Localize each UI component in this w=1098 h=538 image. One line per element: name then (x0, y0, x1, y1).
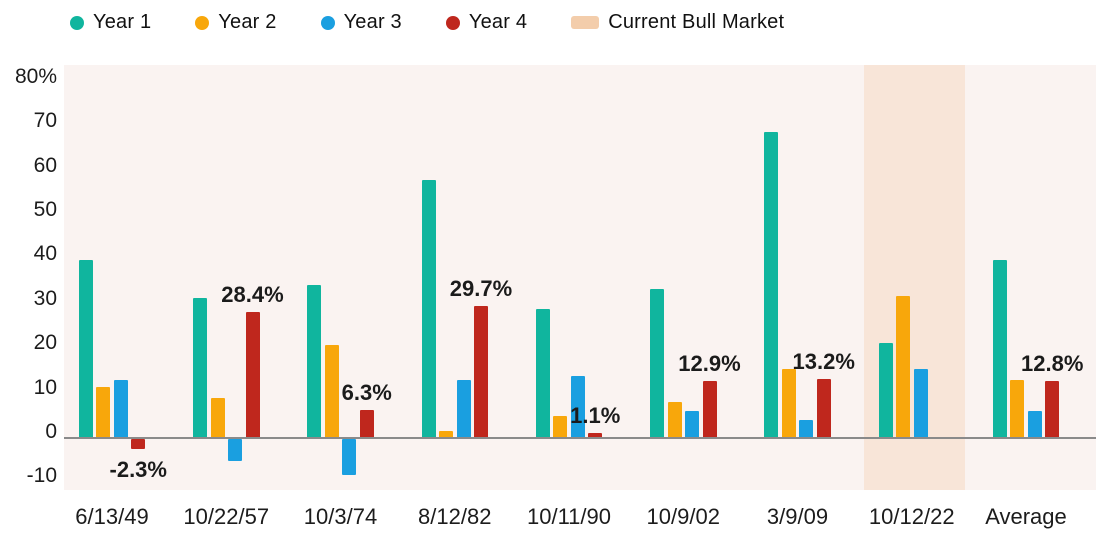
y-tick-0: 0 (45, 420, 57, 443)
zero-axis-line (64, 437, 1096, 439)
legend-band-swatch-icon (571, 16, 600, 29)
x-label-10-22-57: 10/22/57 (183, 504, 270, 529)
legend-label: Year 1 (93, 11, 152, 33)
bar-year-4-8-12-82 (474, 306, 488, 438)
value-label-10-9-02: 12.9% (678, 350, 741, 376)
value-label-8-12-82: 29.7% (449, 276, 513, 302)
legend-item-year-2: Year 2 (195, 11, 276, 34)
legend-label: Year 2 (218, 11, 277, 33)
bar-year-3-10-22-57 (228, 439, 242, 462)
x-label-10-9-02: 10/9/02 (646, 504, 720, 529)
bar-year-2-10-12-22 (896, 295, 910, 438)
bar-year-1-10-12-22 (878, 342, 893, 438)
value-label-6-13-49: -2.3% (109, 457, 167, 483)
bar-year-2-10-9-02 (667, 402, 682, 438)
legend-item-year-3: Year 3 (320, 11, 402, 34)
legend-dot-year-3-icon (320, 15, 335, 30)
y-tick-30: 30 (33, 286, 57, 310)
bar-year-1-8-12-82 (421, 180, 436, 438)
plot-area: -2.3% 28.4% 6.3% 29.7% 1.1% 12.9% 13.2% 12.8% (64, 65, 1096, 490)
bar-year-4-10-22-57 (245, 311, 260, 438)
bar-year-2-10-22-57 (210, 398, 225, 438)
x-label-3-9-09: 3/9/09 (766, 504, 829, 529)
bar-year-3-3-9-09 (799, 420, 814, 438)
y-tick-80: 80% (14, 64, 57, 88)
bar-year-1-10-9-02 (650, 289, 664, 438)
legend-item-year-4: Year 4 (445, 11, 528, 34)
bar-year-2-10-11-90 (553, 415, 568, 438)
bar-year-1-average (992, 260, 1007, 438)
bar-year-3-8-12-82 (456, 380, 471, 438)
x-label-10-12-22: 10/12/22 (868, 504, 955, 529)
x-label-6-13-49: 6/13/49 (75, 504, 149, 529)
bar-year-3-10-12-22 (913, 369, 928, 438)
value-label-3-9-09: 13.2% (792, 349, 855, 375)
y-tick-40: 40 (33, 242, 57, 266)
bar-year-3-10-11-90 (570, 375, 585, 438)
bar-year-4-average (1045, 381, 1060, 438)
y-tick-50: 50 (33, 198, 57, 221)
bar-year-1-6-13-49 (78, 260, 93, 438)
value-label-10-22-57: 28.4% (221, 281, 284, 307)
y-tick-10: 10 (33, 375, 57, 399)
legend-label: Current Bull Market (608, 11, 785, 33)
bar-year-1-3-9-09 (764, 131, 779, 438)
legend-label: Year 3 (343, 11, 402, 33)
bar-year-4-6-13-49 (131, 439, 146, 450)
y-tick-70: 70 (33, 109, 57, 133)
bar-year-2-10-3-74 (324, 344, 339, 438)
value-label-average: 12.8% (1021, 351, 1084, 377)
bar-year-3-6-13-49 (113, 380, 128, 438)
bar-year-1-10-3-74 (307, 284, 322, 438)
chart-legend: Year 1 Year 2 Year 3 Year 4 Current Bull Mar… (70, 11, 784, 34)
x-label-10-11-90: 10/11/90 (526, 504, 611, 529)
bar-year-4-3-9-09 (816, 379, 831, 438)
bar-year-2-average (1010, 380, 1025, 438)
legend-item-year-1: Year 1 (70, 11, 151, 34)
legend-dot-year-2-icon (195, 15, 210, 30)
legend-dot-year-4-icon (445, 15, 460, 30)
bar-year-3-average (1027, 411, 1042, 438)
legend-item-current-bull-market: Current Bull Market (571, 11, 784, 34)
bar-year-3-10-9-02 (685, 411, 699, 438)
y-tick-60: 60 (33, 153, 57, 177)
bar-year-1-10-22-57 (193, 298, 207, 438)
bar-year-4-10-11-90 (588, 433, 603, 438)
bar-year-4-10-9-02 (702, 380, 717, 438)
y-tick-20: 20 (33, 331, 57, 355)
bar-year-1-10-11-90 (535, 309, 550, 438)
bar-year-3-10-3-74 (342, 439, 357, 475)
bar-year-2-8-12-82 (439, 431, 453, 438)
bar-year-2-3-9-09 (781, 369, 796, 438)
legend-label: Year 4 (468, 11, 528, 33)
y-tick-10: -10 (26, 464, 57, 488)
x-label-10-3-74: 10/3/74 (303, 504, 378, 529)
bar-year-2-6-13-49 (96, 386, 111, 438)
x-label-average: Average (985, 504, 1067, 529)
bar-year-4-10-3-74 (359, 410, 374, 438)
legend-dot-year-1-icon (70, 15, 84, 30)
value-label-10-3-74: 6.3% (341, 380, 392, 406)
x-label-8-12-82: 8/12/82 (418, 504, 492, 529)
value-label-10-11-90: 1.1% (570, 403, 621, 429)
